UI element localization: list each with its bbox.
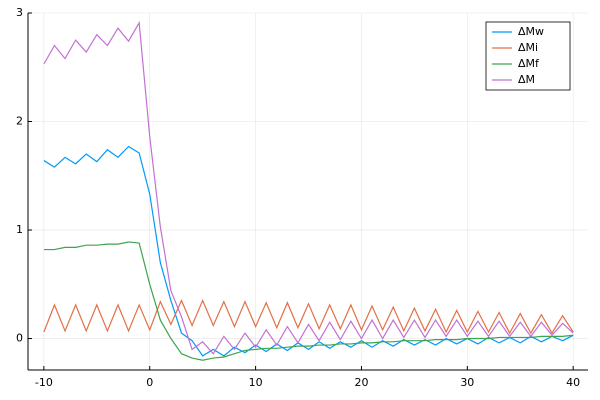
legend-label: ΔMi	[518, 41, 538, 54]
x-tick-label: -10	[35, 376, 53, 389]
legend: ΔMw ΔMi ΔMf ΔM	[485, 21, 571, 91]
legend-label: ΔMf	[518, 57, 540, 70]
line-series	[43, 20, 574, 355]
y-tick-label: 1	[16, 223, 23, 236]
line-series	[43, 241, 574, 361]
y-tick-label: 3	[16, 6, 23, 19]
y-tick-label: 0	[16, 332, 23, 345]
line-series	[43, 299, 574, 335]
legend-label: ΔM	[518, 73, 535, 86]
line-series	[43, 145, 574, 357]
x-tick-label: 30	[460, 376, 474, 389]
y-tick-label: 2	[16, 115, 23, 128]
legend-label: ΔMw	[518, 25, 544, 38]
legend-box	[485, 21, 571, 91]
x-tick-label: 40	[566, 376, 580, 389]
x-tick-label: 20	[354, 376, 368, 389]
x-tick-label: 10	[249, 376, 263, 389]
x-tick-label: 0	[146, 376, 153, 389]
